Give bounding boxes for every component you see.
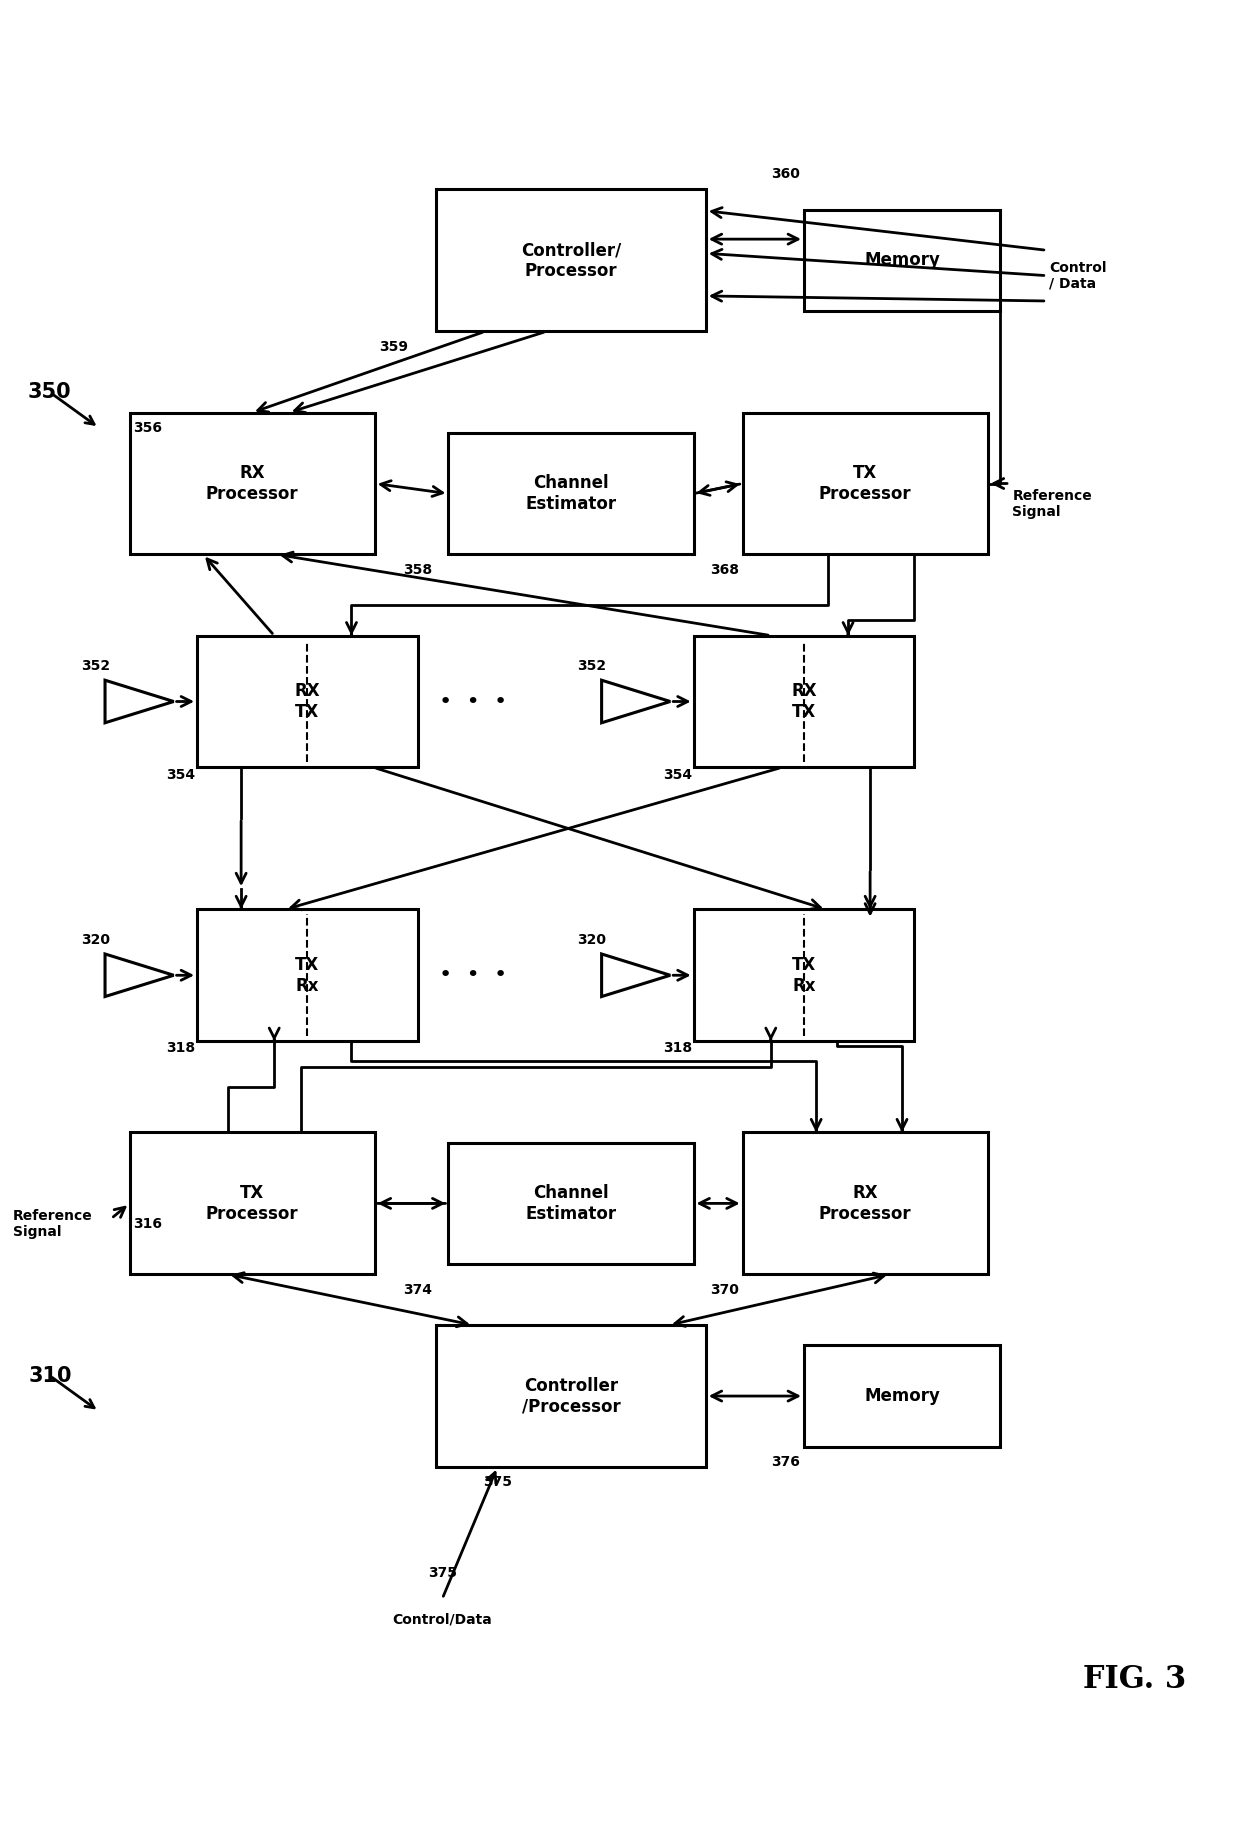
Text: TX
Rx: TX Rx	[295, 956, 320, 995]
Text: Memory: Memory	[864, 1387, 940, 1405]
Text: TX
Processor: TX Processor	[206, 1184, 299, 1223]
Text: •  •  •: • • •	[439, 965, 507, 986]
Text: 376: 376	[771, 1455, 800, 1469]
Text: 320: 320	[81, 932, 109, 947]
Text: Channel
Estimator: Channel Estimator	[526, 1184, 616, 1223]
Text: Controller/
Processor: Controller/ Processor	[521, 241, 621, 280]
Text: 370: 370	[709, 1282, 739, 1296]
Text: 350: 350	[29, 383, 72, 403]
Text: 375: 375	[482, 1475, 512, 1490]
Text: TX
Processor: TX Processor	[818, 463, 911, 502]
Text: FIG. 3: FIG. 3	[1084, 1664, 1187, 1696]
Text: Control
/ Data: Control / Data	[1049, 261, 1106, 291]
Bar	[743, 1133, 988, 1274]
Text: RX
Processor: RX Processor	[818, 1184, 911, 1223]
Text: 318: 318	[166, 1041, 196, 1056]
Text: RX
TX: RX TX	[791, 682, 817, 721]
Text: Channel
Estimator: Channel Estimator	[526, 474, 616, 513]
Text: 352: 352	[578, 658, 606, 673]
Text: 320: 320	[578, 932, 606, 947]
Text: Controller
/Processor: Controller /Processor	[522, 1377, 620, 1416]
Text: Control/Data: Control/Data	[392, 1613, 492, 1626]
Bar	[743, 412, 988, 555]
Bar	[197, 908, 418, 1041]
Bar	[804, 1346, 1001, 1447]
Text: 354: 354	[663, 767, 692, 782]
Bar	[693, 908, 914, 1041]
Bar	[804, 210, 1001, 311]
Text: Memory: Memory	[864, 252, 940, 270]
Text: RX
Processor: RX Processor	[206, 463, 299, 502]
Text: 354: 354	[166, 767, 196, 782]
Text: 360: 360	[771, 167, 800, 182]
Text: TX
Rx: TX Rx	[792, 956, 816, 995]
Text: 374: 374	[403, 1282, 433, 1296]
Text: 368: 368	[709, 563, 739, 577]
Text: 358: 358	[403, 563, 433, 577]
Text: •  •  •: • • •	[439, 691, 507, 712]
Text: Reference
Signal: Reference Signal	[1012, 489, 1092, 519]
Text: 356: 356	[134, 421, 162, 434]
Bar	[449, 1142, 693, 1263]
Bar	[129, 412, 374, 555]
Text: Reference
Signal: Reference Signal	[14, 1208, 93, 1239]
Bar	[693, 636, 914, 767]
Bar	[197, 636, 418, 767]
Text: 316: 316	[134, 1217, 162, 1230]
Text: 310: 310	[29, 1366, 72, 1387]
Bar	[129, 1133, 374, 1274]
Text: RX
TX: RX TX	[295, 682, 320, 721]
Bar	[436, 189, 706, 331]
Bar	[449, 432, 693, 555]
Bar	[436, 1326, 706, 1468]
Text: 352: 352	[81, 658, 110, 673]
Text: 359: 359	[378, 340, 408, 353]
Text: 318: 318	[663, 1041, 692, 1056]
Text: 375: 375	[428, 1567, 456, 1580]
